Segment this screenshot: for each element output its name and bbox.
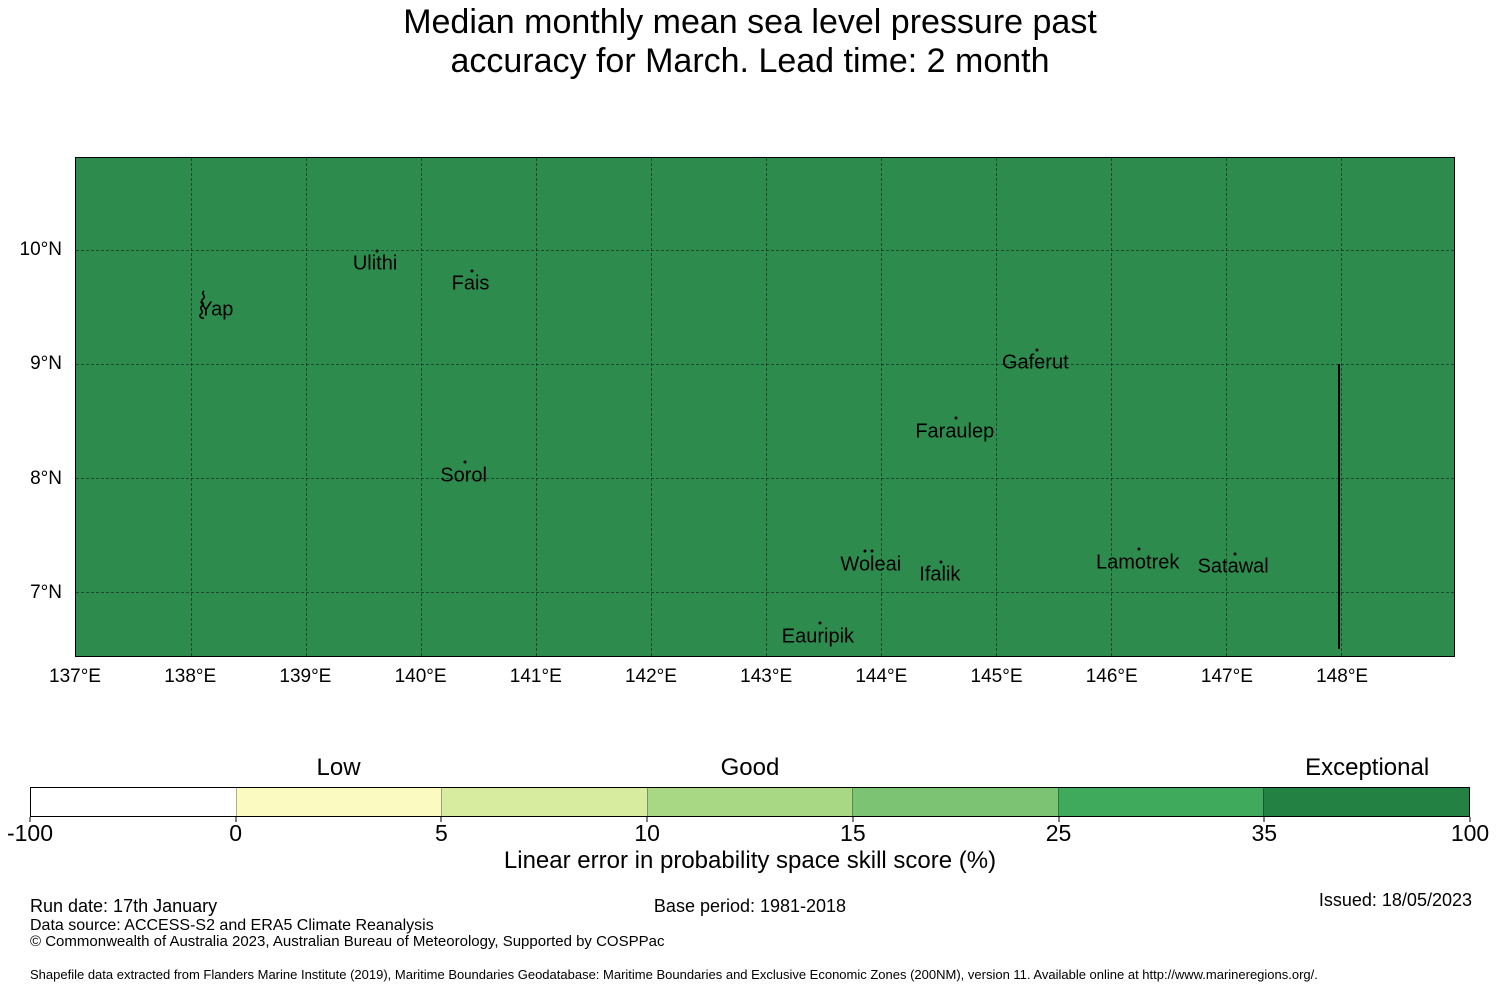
lat-tick-label-9: 9°N xyxy=(30,353,62,375)
colorbar-segment-35-to-100 xyxy=(1263,788,1470,816)
footer-run-date: Run date: 17th January xyxy=(30,896,218,916)
island-label-woleai: Woleai xyxy=(840,553,902,576)
lat-tick-label-10: 10°N xyxy=(19,238,62,260)
colorbar-tick xyxy=(1058,817,1060,822)
colorbar-tick xyxy=(235,817,237,822)
lon-tick-label-138: 138°E xyxy=(164,666,217,687)
colorbar-quality-label-low: Low xyxy=(316,754,361,781)
lon-tick-label-144: 144°E xyxy=(855,666,908,687)
island-marker-dot-gaferut xyxy=(1035,348,1039,352)
colorbar-axis-label: Linear error in probability space skill … xyxy=(503,847,997,874)
colorbar-quality-label-exceptional: Exceptional xyxy=(1305,754,1430,781)
island-marker-dot-ifalik xyxy=(939,560,943,564)
gridline-lon-145 xyxy=(996,158,998,656)
colorbar-segment-10-to-15 xyxy=(646,788,853,816)
gridline-lon-147 xyxy=(1226,158,1228,656)
lat-axis: 10°N 9°N 8°N 7°N xyxy=(0,157,68,657)
colorbar-tick xyxy=(440,817,442,822)
gridline-lon-139 xyxy=(306,158,308,656)
colorbar-quality-label-good: Good xyxy=(720,754,780,781)
lon-tick-label-145: 145°E xyxy=(970,666,1023,687)
gridline-lon-140 xyxy=(421,158,423,656)
footer-shapefile-note: Shapefile data extracted from Flanders M… xyxy=(30,967,1318,982)
island-label-ifalik: Ifalik xyxy=(919,563,961,586)
gridline-lat-9 xyxy=(76,364,1454,366)
colorbar-tick-label-100: 100 xyxy=(1450,820,1490,846)
colorbar-tick-label--100: -100 xyxy=(6,820,54,846)
colorbar-tick xyxy=(1263,817,1265,822)
island-marker-dot-ulithi xyxy=(375,249,379,253)
lon-tick-label-142: 142°E xyxy=(624,666,677,687)
colorbar-segment-25-to-35 xyxy=(1057,788,1264,816)
maritime-boundary-line xyxy=(1337,364,1340,650)
lon-tick-label-141: 141°E xyxy=(509,666,562,687)
colorbar-tick xyxy=(852,817,854,822)
island-label-ulithi: Ulithi xyxy=(352,252,398,275)
island-label-faraulep: Faraulep xyxy=(915,420,995,442)
chart-title-line1: Median monthly mean sea level pressure p… xyxy=(403,3,1097,41)
colorbar-tick-label-15: 15 xyxy=(840,820,866,846)
island-label-lamotrek: Lamotrek xyxy=(1095,551,1180,574)
colorbar-wrap: Linear error in probability space skill … xyxy=(7,754,1489,874)
colorbar-tick-label-0: 0 xyxy=(229,820,243,846)
lat-tick-label-8: 8°N xyxy=(30,467,62,489)
gridline-lon-141 xyxy=(536,158,538,656)
island-label-fais: Fais xyxy=(451,272,490,295)
island-label-yap: Yap xyxy=(199,298,234,321)
colorbar-tick xyxy=(646,817,648,822)
lat-tick-label-7: 7°N xyxy=(30,581,62,603)
lon-tick-label-139: 139°E xyxy=(279,666,332,687)
lon-tick-label-140: 140°E xyxy=(394,666,447,687)
gridline-lon-148 xyxy=(1341,158,1343,656)
colorbar xyxy=(30,787,1470,817)
island-label-satawal: Satawal xyxy=(1197,555,1269,578)
chart-title-line2: accuracy for March. Lead time: 2 month xyxy=(450,42,1050,80)
island-label-gaferut: Gaferut xyxy=(1001,351,1069,374)
gridline-lat-10 xyxy=(76,250,1454,252)
island-marker-dot-sorol xyxy=(463,460,467,464)
island-label-sorol: Sorol xyxy=(440,464,487,487)
footer-data-source: Data source: ACCESS-S2 and ERA5 Climate … xyxy=(30,917,434,934)
lon-tick-label-147: 147°E xyxy=(1200,666,1253,687)
island-marker-dot-woleai xyxy=(870,549,874,553)
colorbar-segment-15-to-25 xyxy=(852,788,1058,816)
colorbar-segment-0-to-5 xyxy=(235,788,442,816)
gridline-lat-8 xyxy=(76,478,1454,480)
colorbar-tick-label-10: 10 xyxy=(634,820,660,846)
footer-issued-date: Issued: 18/05/2023 xyxy=(1318,890,1472,910)
gridline-lat-7 xyxy=(76,592,1454,594)
footer-copyright: © Commonwealth of Australia 2023, Austra… xyxy=(30,933,665,950)
footer-base-period: Base period: 1981-2018 xyxy=(653,896,847,916)
lon-axis: 137°E 138°E 139°E 140°E 141°E 142°E 143°E 144°E… xyxy=(49,666,1455,692)
map-area: Yap Ulithi Fais Sorol Gaferut Faraulep Woleai I… xyxy=(75,157,1455,657)
colorbar-segment-5-to-10 xyxy=(441,788,647,816)
gridline-lon-144 xyxy=(881,158,883,656)
island-marker-dot-eauripik xyxy=(818,621,822,625)
lon-tick-label-148: 148°E xyxy=(1316,666,1369,687)
gridline-lon-138 xyxy=(191,158,193,656)
gridline-lon-143 xyxy=(766,158,768,656)
islet-outline-icon xyxy=(198,290,205,319)
gridline-lon-142 xyxy=(651,158,653,656)
chart-title: Median monthly mean sea level pressure p… xyxy=(0,3,1500,81)
colorbar-segment--100-to-0 xyxy=(31,788,236,816)
gridline-lon-146 xyxy=(1111,158,1113,656)
island-marker-dot-faraulep xyxy=(954,416,958,420)
island-marker-dot-fais xyxy=(470,269,474,273)
colorbar-tick-label-35: 35 xyxy=(1251,820,1278,846)
island-marker-dot-woleai xyxy=(863,549,867,553)
colorbar-tick xyxy=(29,817,31,822)
lon-tick-label-146: 146°E xyxy=(1085,666,1138,687)
island-marker-dot-lamotrek xyxy=(1137,547,1141,551)
lon-tick-label-143: 143°E xyxy=(740,666,793,687)
colorbar-tick-label-5: 5 xyxy=(435,820,448,846)
colorbar-tick-label-25: 25 xyxy=(1045,820,1072,846)
island-shape-yap xyxy=(195,290,211,320)
colorbar-tick xyxy=(1469,817,1471,822)
island-label-eauripik: Eauripik xyxy=(781,625,855,648)
lon-tick-label-137: 137°E xyxy=(49,666,101,687)
island-marker-dot-satawal xyxy=(1233,552,1237,556)
